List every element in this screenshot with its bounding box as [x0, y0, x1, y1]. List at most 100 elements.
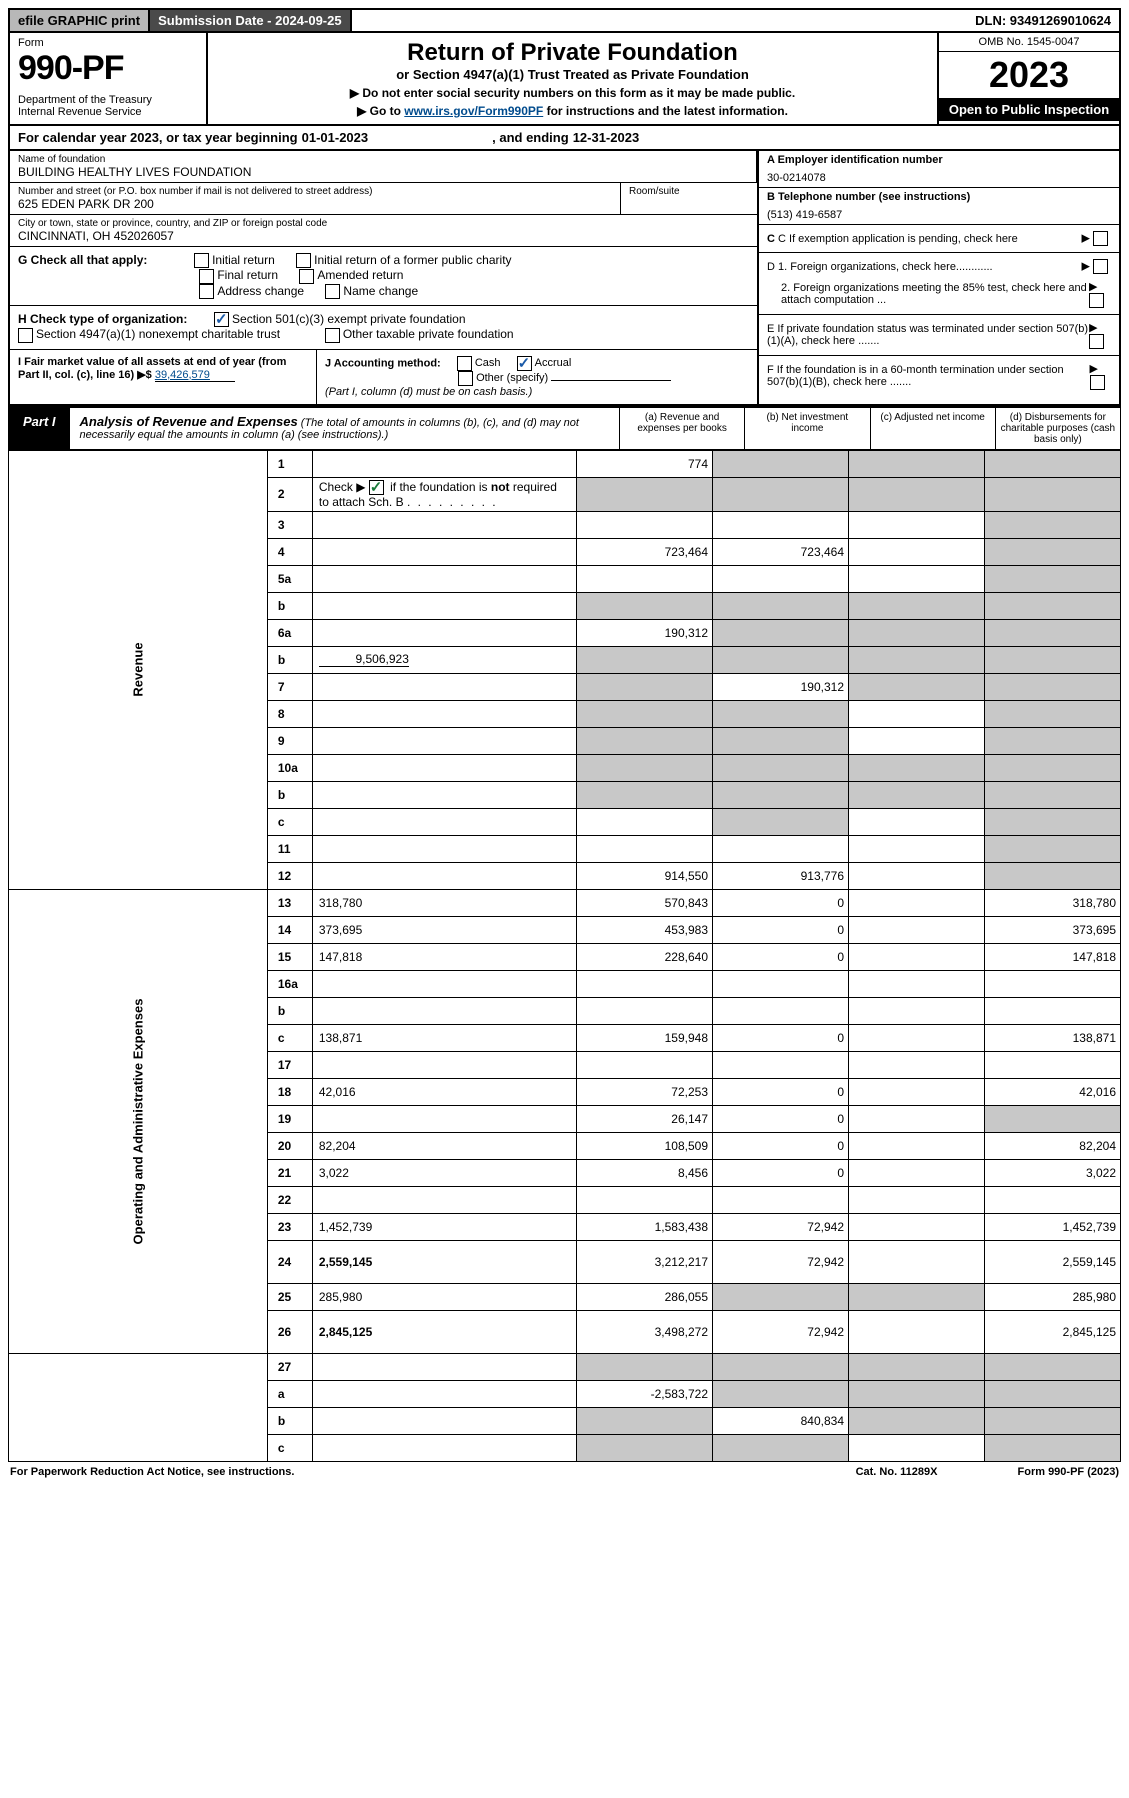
line-number: c [267, 1024, 312, 1051]
e-checkbox[interactable] [1089, 334, 1104, 349]
cell-a: 1,583,438 [577, 1213, 713, 1240]
h-opt-4947[interactable]: Section 4947(a)(1) nonexempt charitable … [18, 327, 280, 342]
revenue-expense-table: Revenue17742Check ▶ if the foundation is… [8, 450, 1121, 1462]
line-number: 5a [267, 565, 312, 592]
j-accrual[interactable]: Accrual [517, 357, 572, 369]
open-inspection: Open to Public Inspection [939, 98, 1119, 121]
note-2: ▶ Go to www.irs.gov/Form990PF for instru… [220, 104, 925, 118]
footer-mid: Cat. No. 11289X [856, 1466, 938, 1478]
j-cash[interactable]: Cash [457, 357, 501, 369]
cell-c [849, 1132, 985, 1159]
g-opt-amended[interactable]: Amended return [299, 268, 403, 283]
g-opt-address[interactable]: Address change [199, 284, 304, 299]
cell-a [577, 835, 713, 862]
line-number: 1 [267, 450, 312, 477]
line-description [312, 1186, 576, 1213]
cell-d: 42,016 [985, 1078, 1121, 1105]
cell-c [849, 1078, 985, 1105]
d2-checkbox[interactable] [1089, 293, 1104, 308]
col-d: (d) Disbursements for charitable purpose… [995, 408, 1120, 449]
line-description [312, 450, 576, 477]
footer-left: For Paperwork Reduction Act Notice, see … [10, 1466, 294, 1478]
line-description [312, 538, 576, 565]
cell-d [985, 1186, 1121, 1213]
irs-link[interactable]: www.irs.gov/Form990PF [404, 104, 543, 118]
h-opt-other[interactable]: Other taxable private foundation [325, 327, 514, 342]
cell-b [713, 1434, 849, 1461]
name-label: Name of foundation [18, 154, 748, 165]
line-number: 20 [267, 1132, 312, 1159]
cell-b [713, 619, 849, 646]
note-1: ▶ Do not enter social security numbers o… [220, 86, 925, 100]
cell-a [577, 646, 713, 673]
efile-label: efile GRAPHIC print [10, 10, 150, 31]
cell-d [985, 592, 1121, 619]
cell-d [985, 646, 1121, 673]
cell-c [849, 943, 985, 970]
j-note: (Part I, column (d) must be on cash basi… [325, 386, 532, 398]
cell-a [577, 970, 713, 997]
cell-a [577, 1434, 713, 1461]
line-description [312, 700, 576, 727]
col-a: (a) Revenue and expenses per books [620, 408, 744, 449]
top-bar: efile GRAPHIC print Submission Date - 20… [8, 8, 1121, 33]
line-number: 9 [267, 727, 312, 754]
cell-c [849, 1159, 985, 1186]
line-description [312, 754, 576, 781]
line-description: 318,780 [312, 889, 576, 916]
cell-c [849, 700, 985, 727]
cell-d: 1,452,739 [985, 1213, 1121, 1240]
d1-checkbox[interactable] [1093, 259, 1108, 274]
submission-date: Submission Date - 2024-09-25 [150, 10, 352, 31]
g-opt-initial-former[interactable]: Initial return of a former public charit… [296, 253, 511, 268]
cell-d [985, 477, 1121, 511]
cal-mid: , and ending [492, 130, 569, 145]
g-opt-initial[interactable]: Initial return [194, 253, 275, 268]
cell-d [985, 1105, 1121, 1132]
cell-c [849, 916, 985, 943]
f-row: F If the foundation is in a 60-month ter… [759, 356, 1119, 396]
cell-d [985, 970, 1121, 997]
form-number: 990-PF [18, 49, 198, 88]
cell-c [849, 1024, 985, 1051]
cell-b [713, 781, 849, 808]
g-opt-name[interactable]: Name change [325, 284, 418, 299]
cell-d [985, 862, 1121, 889]
cell-d [985, 673, 1121, 700]
cell-a: 286,055 [577, 1283, 713, 1310]
g-label: G Check all that apply: [18, 253, 147, 267]
form-subtitle: or Section 4947(a)(1) Trust Treated as P… [220, 67, 925, 82]
line-description [312, 997, 576, 1024]
col-b: (b) Net investment income [744, 408, 869, 449]
line-description: 285,980 [312, 1283, 576, 1310]
cell-a [577, 1051, 713, 1078]
line-description: 42,016 [312, 1078, 576, 1105]
line-number: 19 [267, 1105, 312, 1132]
h-opt-501c3[interactable]: Section 501(c)(3) exempt private foundat… [214, 312, 465, 327]
h-row: H Check type of organization: Section 50… [10, 306, 757, 350]
cell-c [849, 997, 985, 1024]
cell-b [713, 1353, 849, 1380]
phone-value: (513) 419-6587 [767, 203, 1111, 221]
line-number: 8 [267, 700, 312, 727]
cell-b: 0 [713, 889, 849, 916]
j-other[interactable]: Other (specify) [458, 372, 548, 384]
form-header: Form 990-PF Department of the Treasury I… [8, 33, 1121, 126]
info-section: Name of foundation BUILDING HEALTHY LIVE… [8, 151, 1121, 406]
g-opt-final[interactable]: Final return [199, 268, 278, 283]
page-footer: For Paperwork Reduction Act Notice, see … [8, 1462, 1121, 1482]
cell-c [849, 511, 985, 538]
part1-header: Part I Analysis of Revenue and Expenses … [8, 406, 1121, 450]
line-number: 6a [267, 619, 312, 646]
cell-c [849, 889, 985, 916]
cell-a: -2,583,722 [577, 1380, 713, 1407]
section-label: Revenue [9, 450, 268, 889]
f-checkbox[interactable] [1090, 375, 1105, 390]
cell-d: 2,845,125 [985, 1310, 1121, 1353]
address: 625 EDEN PARK DR 200 [18, 197, 612, 211]
cell-c [849, 538, 985, 565]
cell-a [577, 808, 713, 835]
cell-b [713, 511, 849, 538]
c-checkbox[interactable] [1093, 231, 1108, 246]
cell-b: 190,312 [713, 673, 849, 700]
